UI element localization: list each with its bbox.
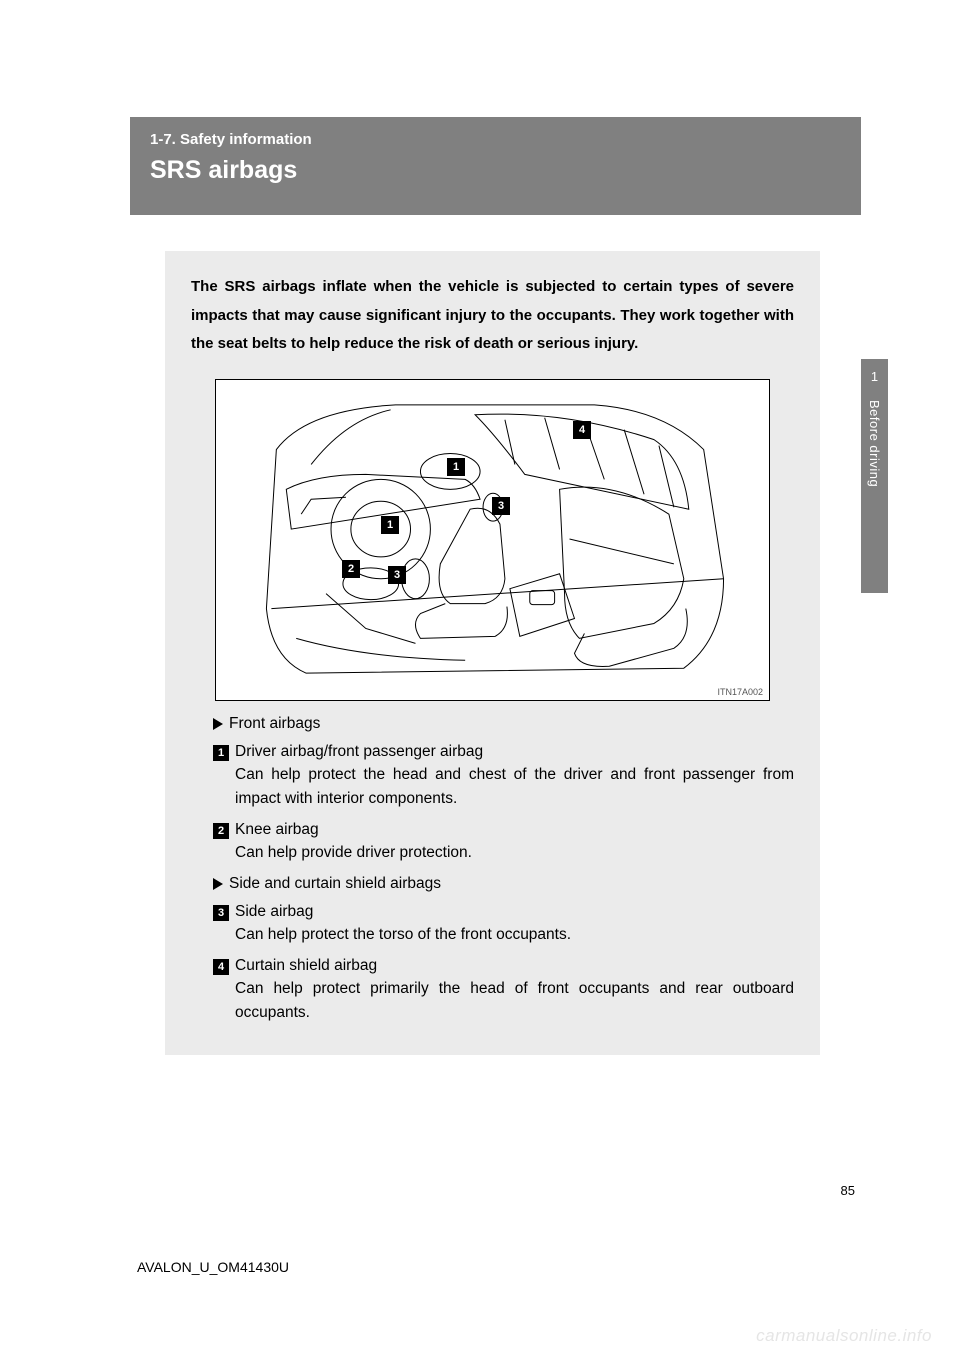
section-number: 1-7. Safety information <box>150 131 841 148</box>
callout-2: 2 <box>342 560 360 578</box>
document-id: AVALON_U_OM41430U <box>137 1259 289 1275</box>
section-heading: Front airbags <box>213 715 794 733</box>
list-item: 4 Curtain shield airbag Can help protect… <box>213 957 794 1025</box>
section-heading-text: Front airbags <box>229 715 320 733</box>
item-number-box: 3 <box>213 905 229 921</box>
item-number-box: 1 <box>213 745 229 761</box>
item-title: Side airbag <box>235 903 313 921</box>
item-description: Can help protect the head and chest of t… <box>235 763 794 811</box>
watermark: carmanualsonline.info <box>756 1326 932 1346</box>
callout-4: 4 <box>573 421 591 439</box>
list-item: 1 Driver airbag/front passenger airbag C… <box>213 743 794 811</box>
item-title: Knee airbag <box>235 821 319 839</box>
item-description: Can help protect the torso of the front … <box>235 923 794 947</box>
callout-3b: 3 <box>388 566 406 584</box>
section-front-airbags: Front airbags 1 Driver airbag/front pass… <box>191 715 794 865</box>
chapter-label: Before driving <box>867 400 882 487</box>
item-description: Can help provide driver protection. <box>235 841 794 865</box>
item-title: Curtain shield airbag <box>235 957 377 975</box>
diagram-id: ITN17A002 <box>717 687 763 697</box>
callout-3: 3 <box>492 497 510 515</box>
item-number-box: 4 <box>213 959 229 975</box>
airbag-diagram: 1 3 4 1 2 3 ITN17A002 <box>215 379 770 701</box>
section-side-airbags: Side and curtain shield airbags 3 Side a… <box>191 875 794 1025</box>
side-tab: 1 Before driving <box>861 359 888 593</box>
content-box: The SRS airbags inflate when the vehicle… <box>165 251 820 1055</box>
triangle-bullet-icon <box>213 718 223 730</box>
section-heading-text: Side and curtain shield airbags <box>229 875 441 893</box>
header-banner: 1-7. Safety information SRS airbags <box>130 117 861 215</box>
triangle-bullet-icon <box>213 878 223 890</box>
page-title: SRS airbags <box>150 156 841 185</box>
item-title: Driver airbag/front passenger airbag <box>235 743 483 761</box>
vehicle-illustration <box>216 380 769 700</box>
callout-1b: 1 <box>381 516 399 534</box>
item-number-box: 2 <box>213 823 229 839</box>
intro-paragraph: The SRS airbags inflate when the vehicle… <box>191 273 794 359</box>
chapter-number: 1 <box>861 359 888 400</box>
manual-page: 1-7. Safety information SRS airbags 1 Be… <box>0 0 960 1358</box>
item-description: Can help protect primarily the head of f… <box>235 977 794 1025</box>
callout-1: 1 <box>447 458 465 476</box>
list-item: 3 Side airbag Can help protect the torso… <box>213 903 794 947</box>
list-item: 2 Knee airbag Can help provide driver pr… <box>213 821 794 865</box>
page-number: 85 <box>841 1183 855 1198</box>
section-heading: Side and curtain shield airbags <box>213 875 794 893</box>
